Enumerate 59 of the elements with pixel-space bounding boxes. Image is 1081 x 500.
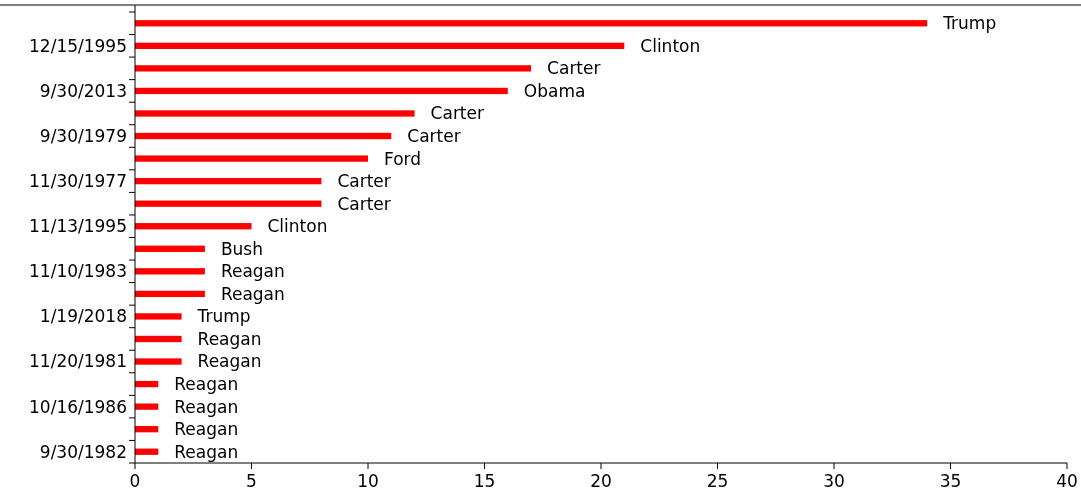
bar [135, 448, 159, 455]
bar [135, 110, 415, 117]
annotation: Reagan [220, 261, 285, 282]
y-tick-label: 11/20/1981 [29, 351, 127, 372]
x-tick-label: 25 [706, 471, 729, 491]
annotation: Carter [547, 58, 601, 79]
annotation: Reagan [197, 351, 262, 372]
bar [135, 223, 252, 230]
annotation: Reagan [174, 419, 239, 440]
y-tick-label: 9/30/2013 [39, 80, 127, 101]
y-tick-label: 11/30/1977 [29, 171, 127, 192]
y-tick-label: 12/15/1995 [29, 35, 127, 56]
annotation: Reagan [197, 328, 262, 349]
annotation: Reagan [174, 441, 239, 462]
bar [135, 42, 625, 49]
bar [135, 245, 205, 252]
annotation: Carter [430, 103, 484, 124]
x-tick-label: 35 [939, 471, 962, 491]
annotation: Carter [337, 193, 391, 214]
x-tick-label: 10 [357, 471, 379, 491]
bar [135, 177, 322, 185]
bar [135, 290, 205, 298]
annotation: Reagan [174, 374, 239, 395]
x-tick-label: 30 [823, 471, 845, 491]
bar [135, 65, 532, 72]
x-tick-label: 15 [473, 471, 496, 491]
bar [135, 335, 182, 343]
annotation: Reagan [174, 396, 239, 417]
annotation: Bush [220, 238, 263, 259]
bar [135, 155, 368, 162]
y-tick-label: 11/13/1995 [29, 216, 127, 237]
x-tick-label: 40 [1056, 471, 1078, 491]
y-tick-label: 9/30/1979 [39, 125, 127, 146]
x-tick-label: 0 [129, 471, 141, 491]
y-tick-label: 10/16/1986 [29, 396, 127, 417]
bar [135, 268, 205, 275]
annotation: Carter [337, 171, 391, 192]
bar [135, 403, 159, 410]
x-tick-label: 5 [246, 471, 257, 491]
annotation: Ford [384, 148, 422, 169]
annotation: Trump [196, 306, 251, 327]
annotation: Carter [407, 125, 461, 146]
y-tick-label: 9/30/1982 [39, 441, 127, 462]
annotation: Reagan [220, 283, 285, 304]
annotation: Trump [942, 13, 997, 34]
y-tick-label: 11/10/1983 [29, 261, 127, 282]
bar [135, 313, 182, 320]
bar [135, 380, 159, 388]
bar [135, 200, 322, 207]
bar [135, 426, 159, 433]
annotation: Obama [523, 80, 586, 101]
bar [135, 20, 928, 27]
y-tick-label: 1/19/2018 [39, 306, 127, 327]
bar [135, 87, 508, 95]
annotation: Clinton [267, 216, 328, 237]
annotation: Clinton [640, 35, 701, 56]
bar [135, 132, 392, 140]
x-tick-label: 20 [590, 471, 612, 491]
bar [135, 358, 182, 365]
